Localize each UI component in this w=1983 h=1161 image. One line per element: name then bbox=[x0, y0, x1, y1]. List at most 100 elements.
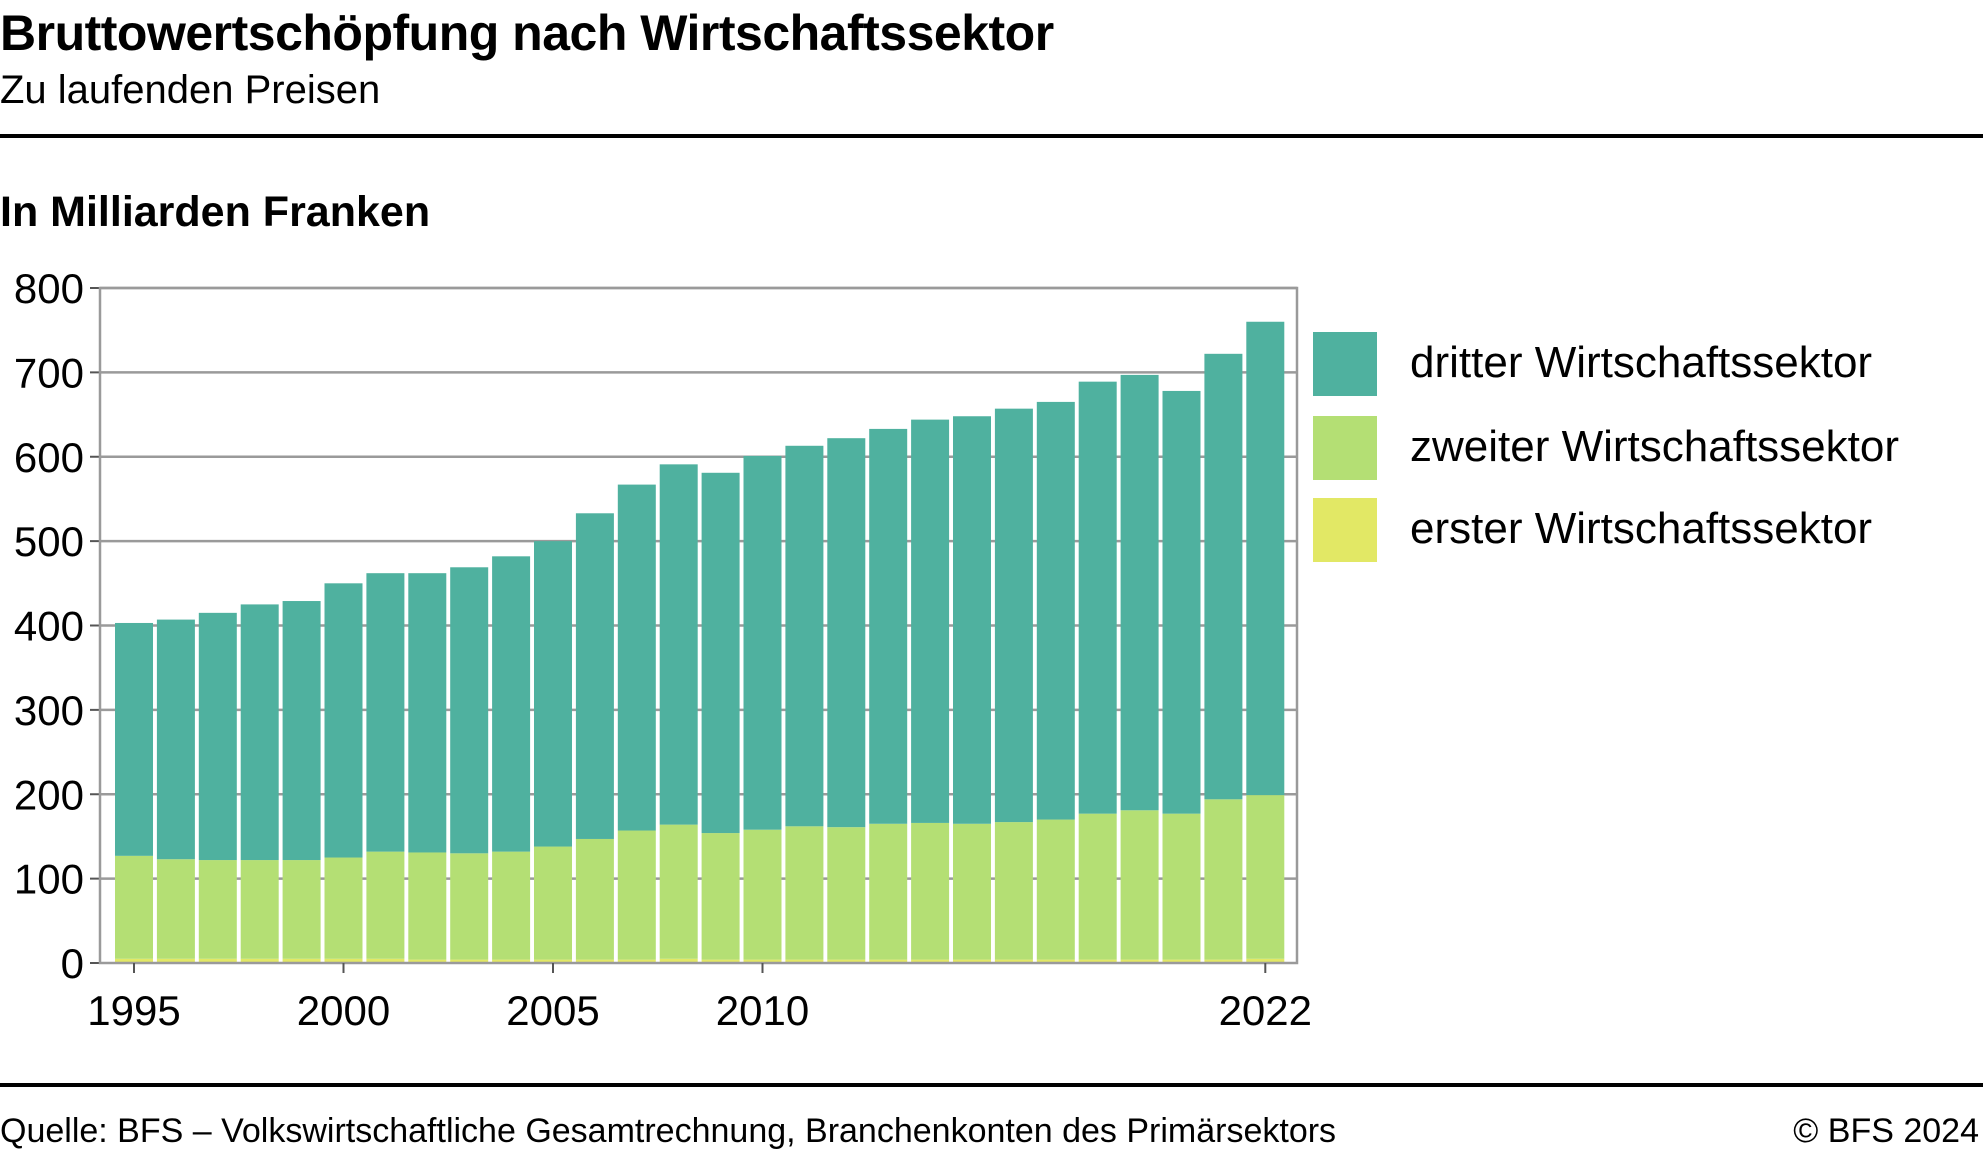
bar-dritter-2018 bbox=[1078, 381, 1117, 814]
bar-dritter-2010 bbox=[743, 455, 782, 830]
bar-dritter-2020 bbox=[1162, 390, 1201, 814]
bar-zweiter-2004 bbox=[492, 851, 531, 960]
legend-swatch-erster bbox=[1313, 498, 1377, 562]
copyright: © BFS 2024 bbox=[1793, 1112, 1979, 1150]
bar-dritter-2001 bbox=[366, 573, 405, 852]
bar-zweiter-2011 bbox=[785, 826, 824, 960]
bar-dritter-2012 bbox=[827, 438, 866, 828]
bar-erster-2013 bbox=[869, 959, 908, 963]
bar-zweiter-2012 bbox=[827, 827, 866, 960]
x-tick-label: 2022 bbox=[1219, 987, 1312, 1034]
legend-swatch-dritter bbox=[1313, 332, 1377, 396]
y-tick-label: 500 bbox=[14, 518, 84, 565]
bar-erster-2011 bbox=[785, 959, 824, 963]
bar-erster-2016 bbox=[994, 959, 1033, 963]
bar-dritter-1998 bbox=[240, 604, 279, 861]
bar-zweiter-1997 bbox=[198, 860, 237, 959]
chart-title: Bruttowertschöpfung nach Wirtschaftssekt… bbox=[0, 5, 1054, 61]
bar-erster-2009 bbox=[701, 959, 740, 963]
bar-dritter-2016 bbox=[994, 408, 1033, 823]
y-tick-label: 100 bbox=[14, 856, 84, 903]
bar-dritter-1995 bbox=[115, 622, 153, 856]
bar-erster-2022 bbox=[1246, 958, 1285, 963]
legend-swatch-zweiter bbox=[1313, 416, 1377, 480]
bar-erster-2006 bbox=[575, 959, 614, 963]
bar-zweiter-2021 bbox=[1204, 799, 1243, 960]
bar-dritter-2008 bbox=[659, 464, 698, 825]
bar-dritter-2015 bbox=[953, 416, 991, 824]
bar-erster-2017 bbox=[1036, 959, 1075, 963]
bar-dritter-2002 bbox=[408, 573, 447, 853]
source-note: Quelle: BFS – Volkswirtschaftliche Gesam… bbox=[0, 1112, 1337, 1150]
top-divider bbox=[0, 134, 1983, 138]
bar-dritter-2017 bbox=[1036, 401, 1075, 820]
bar-zweiter-2019 bbox=[1120, 810, 1159, 960]
bar-erster-2005 bbox=[534, 959, 572, 963]
bar-erster-2015 bbox=[953, 959, 991, 963]
bar-zweiter-1999 bbox=[282, 860, 321, 959]
bar-dritter-2007 bbox=[617, 484, 656, 831]
bar-erster-1995 bbox=[115, 958, 153, 963]
bar-erster-2008 bbox=[659, 958, 698, 963]
bar-dritter-2022 bbox=[1246, 321, 1285, 796]
bar-erster-2018 bbox=[1078, 959, 1117, 963]
plot-frame bbox=[98, 286, 1299, 965]
bar-dritter-2000 bbox=[324, 583, 363, 858]
bar-zweiter-2009 bbox=[701, 833, 740, 960]
bar-zweiter-2014 bbox=[911, 822, 950, 960]
bar-erster-2004 bbox=[492, 959, 531, 963]
bar-erster-1998 bbox=[240, 958, 279, 963]
bar-erster-2002 bbox=[408, 959, 447, 963]
bar-erster-2001 bbox=[366, 958, 405, 963]
x-tick-label: 2005 bbox=[506, 987, 599, 1034]
bar-dritter-2003 bbox=[450, 567, 489, 854]
bar-zweiter-2001 bbox=[366, 851, 405, 959]
bar-erster-2014 bbox=[911, 959, 950, 963]
bar-erster-2021 bbox=[1204, 959, 1243, 963]
bar-zweiter-2008 bbox=[659, 824, 698, 959]
bar-dritter-2009 bbox=[701, 472, 740, 834]
x-tick-label: 2000 bbox=[297, 987, 390, 1034]
bar-dritter-2005 bbox=[534, 541, 572, 847]
bar-zweiter-2007 bbox=[617, 830, 656, 960]
bar-erster-2003 bbox=[450, 959, 489, 963]
bar-zweiter-2013 bbox=[869, 823, 908, 960]
x-tick-label: 1995 bbox=[87, 987, 180, 1034]
bar-zweiter-1996 bbox=[156, 859, 195, 959]
legend-item-dritter: dritter Wirtschaftssektor bbox=[1313, 332, 1953, 396]
bar-erster-1997 bbox=[198, 958, 237, 963]
bar-dritter-1997 bbox=[198, 612, 237, 861]
y-tick-label: 0 bbox=[61, 940, 84, 987]
chart-subtitle: Zu laufenden Preisen bbox=[0, 68, 381, 112]
bar-zweiter-2010 bbox=[743, 829, 782, 960]
bar-dritter-2013 bbox=[869, 428, 908, 824]
y-tick-label: 200 bbox=[14, 771, 84, 818]
bar-dritter-2014 bbox=[911, 419, 950, 823]
bar-zweiter-2016 bbox=[994, 822, 1033, 960]
bar-erster-2010 bbox=[743, 959, 782, 963]
bar-zweiter-2005 bbox=[534, 846, 572, 960]
bar-dritter-1996 bbox=[156, 619, 195, 860]
legend-label-erster: erster Wirtschaftssektor bbox=[1410, 504, 1873, 553]
legend-item-erster: erster Wirtschaftssektor bbox=[1313, 498, 1953, 562]
bar-erster-2020 bbox=[1162, 959, 1201, 963]
bar-dritter-2011 bbox=[785, 445, 824, 827]
bar-zweiter-2015 bbox=[953, 823, 991, 960]
y-tick-label: 400 bbox=[14, 603, 84, 650]
bar-zweiter-2020 bbox=[1162, 813, 1201, 960]
y-tick-label: 300 bbox=[14, 687, 84, 734]
x-tick-label: 2010 bbox=[716, 987, 809, 1034]
bar-dritter-2019 bbox=[1120, 374, 1159, 811]
bar-zweiter-2000 bbox=[324, 857, 363, 959]
bar-zweiter-2006 bbox=[575, 838, 614, 960]
bar-zweiter-2018 bbox=[1078, 813, 1117, 960]
bar-dritter-1999 bbox=[282, 601, 321, 861]
bar-erster-1999 bbox=[282, 958, 321, 963]
unit-label: In Milliarden Franken bbox=[0, 188, 431, 236]
y-tick-label: 600 bbox=[14, 434, 84, 481]
bottom-divider bbox=[0, 1083, 1983, 1087]
bar-zweiter-2003 bbox=[450, 853, 489, 960]
y-tick-label: 800 bbox=[14, 265, 84, 312]
bar-erster-1996 bbox=[156, 958, 195, 963]
